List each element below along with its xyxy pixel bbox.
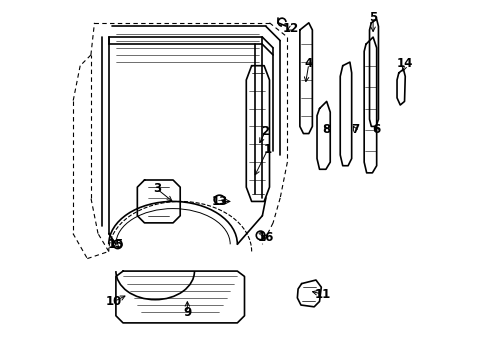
Text: 3: 3	[153, 183, 161, 195]
Text: 11: 11	[314, 288, 330, 301]
Text: 5: 5	[368, 11, 376, 24]
Text: 13: 13	[211, 195, 227, 208]
Text: 4: 4	[304, 57, 312, 71]
Text: 16: 16	[257, 231, 274, 244]
Text: 2: 2	[261, 125, 269, 138]
Text: 8: 8	[322, 123, 330, 136]
Text: 9: 9	[183, 306, 191, 319]
Text: 7: 7	[350, 123, 359, 136]
Text: 14: 14	[396, 57, 412, 71]
Text: 6: 6	[372, 123, 380, 136]
Text: 10: 10	[106, 295, 122, 308]
Text: 12: 12	[282, 22, 299, 35]
Text: 15: 15	[107, 238, 124, 251]
Text: 1: 1	[263, 143, 271, 156]
